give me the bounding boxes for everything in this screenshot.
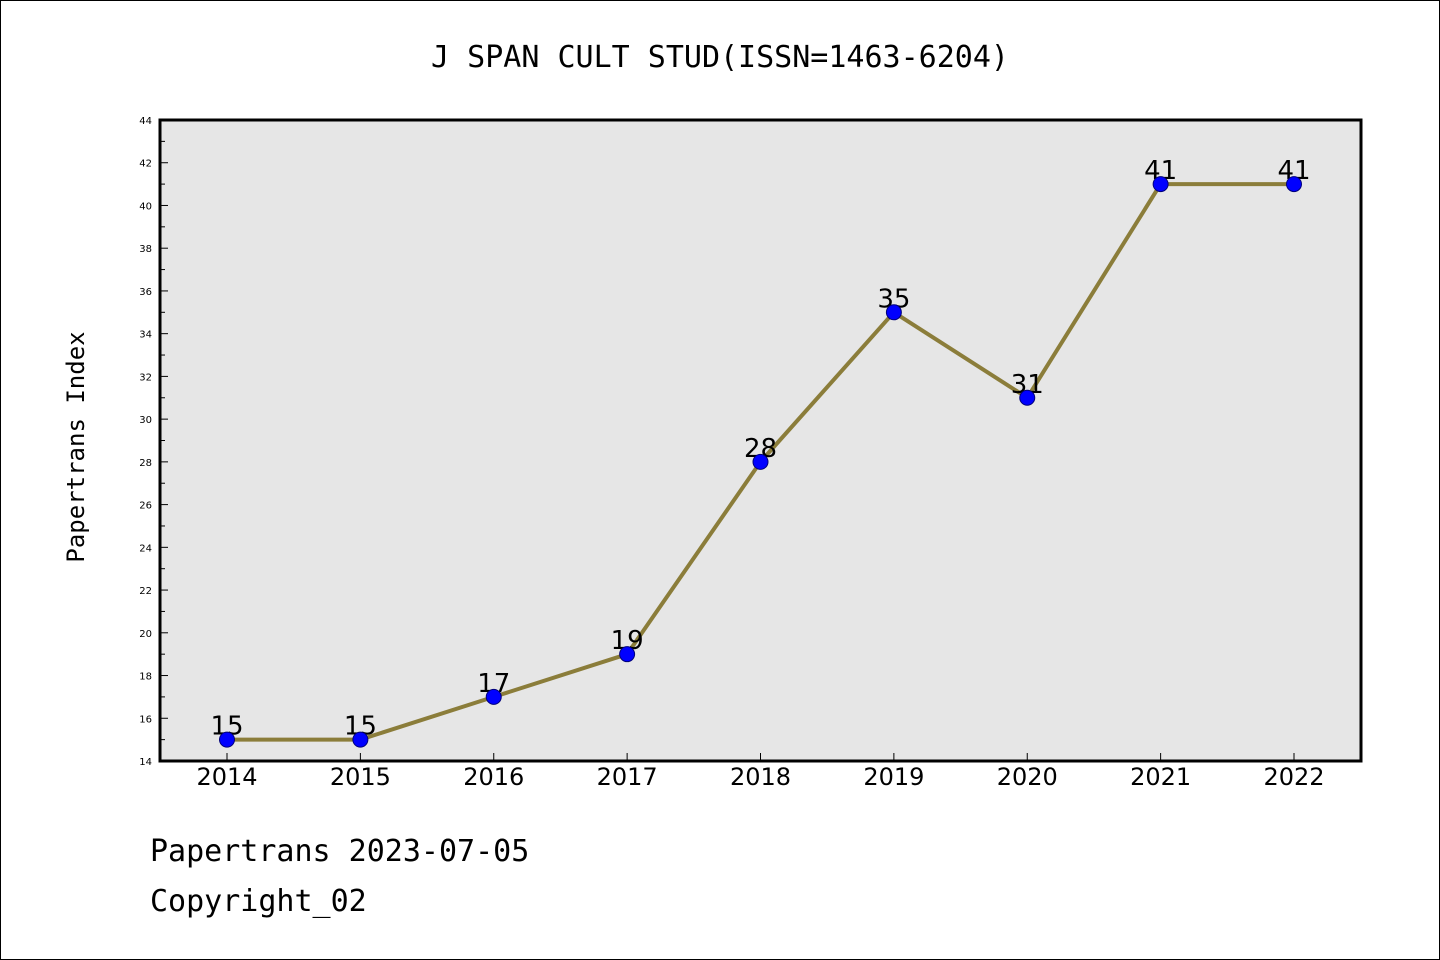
y-tick-label: 38 xyxy=(139,244,152,255)
data-point xyxy=(752,453,769,470)
x-tick-label: 2018 xyxy=(730,763,791,791)
y-axis-ticks: 14 16 18 20 22 24 26 28 30 32 34 36 38 40 42 44 xyxy=(139,116,168,768)
y-tick-label: 42 xyxy=(139,159,152,170)
data-point xyxy=(485,688,502,705)
x-tick-label: 2014 xyxy=(196,763,257,791)
plot-area xyxy=(158,118,1363,763)
data-point xyxy=(352,731,369,748)
y-tick-label: 24 xyxy=(139,543,152,554)
chart-title: J SPAN CULT STUD(ISSN=1463-6204) xyxy=(431,40,1009,75)
data-point xyxy=(1286,176,1302,193)
data-point xyxy=(219,731,235,748)
y-tick-label: 36 xyxy=(139,287,152,298)
x-tick-label: 2015 xyxy=(330,763,391,791)
data-point xyxy=(619,646,636,663)
y-tick-label: 16 xyxy=(139,714,152,725)
y-tick-label: 30 xyxy=(139,415,152,426)
x-tick-label: 2022 xyxy=(1263,763,1324,791)
y-tick-label: 14 xyxy=(139,757,152,768)
data-point xyxy=(1152,176,1169,193)
footer-copyright-text: Copyright_02 xyxy=(150,884,367,919)
y-tick-label: 44 xyxy=(139,116,152,127)
y-tick-label: 20 xyxy=(139,629,152,640)
y-tick-label: 26 xyxy=(139,501,152,512)
y-tick-label: 32 xyxy=(139,372,152,383)
y-axis-label: Papertrans Index xyxy=(62,331,90,562)
y-tick-label: 18 xyxy=(139,672,152,683)
y-tick-label: 22 xyxy=(139,586,152,597)
footer-date-text: Papertrans 2023-07-05 xyxy=(150,834,530,869)
y-tick-label: 40 xyxy=(139,201,152,212)
y-tick-label: 28 xyxy=(139,458,152,469)
x-tick-label: 2019 xyxy=(863,763,924,791)
x-tick-label: 2020 xyxy=(997,763,1058,791)
data-point xyxy=(1019,389,1036,406)
y-tick-label: 34 xyxy=(139,330,152,341)
x-tick-label: 2017 xyxy=(597,763,658,791)
x-tick-label: 2021 xyxy=(1130,763,1191,791)
x-tick-label: 2016 xyxy=(463,763,524,791)
data-point xyxy=(885,304,902,321)
x-axis-ticks: 2014 2015 2016 2017 2018 2019 2020 2021 2022 xyxy=(196,753,1325,791)
